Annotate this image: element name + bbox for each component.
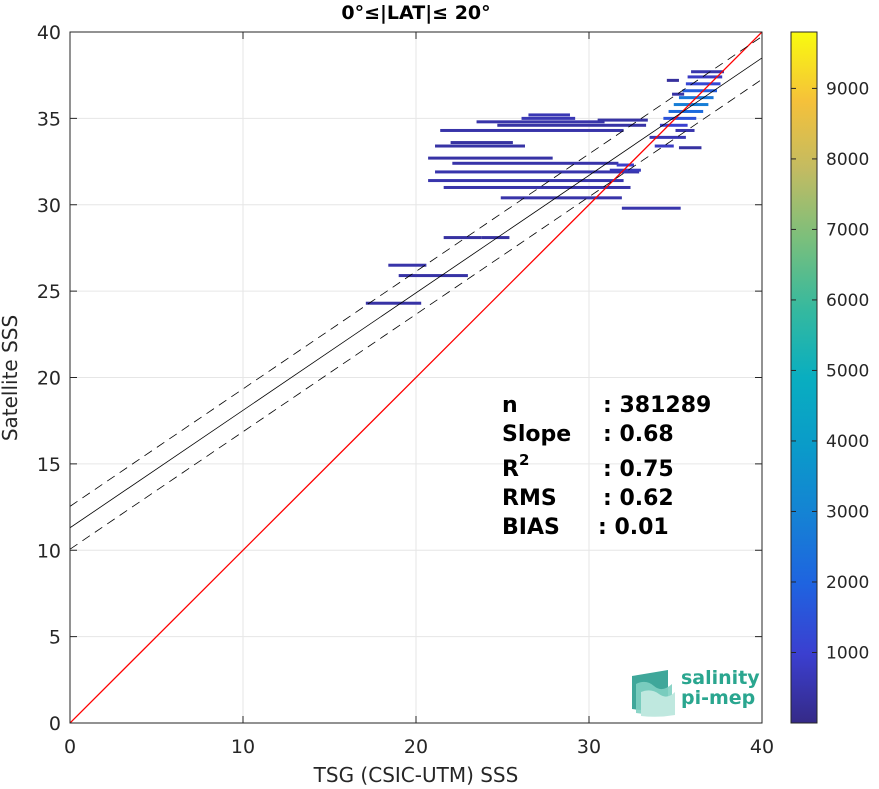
axis-ticks: 0 10 20 30 40 0 5 10 15 20 25 30 35 40	[37, 22, 774, 758]
colorbar-tick-label-4: 5000	[826, 361, 869, 381]
density-cell-0	[365, 301, 422, 305]
colorbar-ticks: 1000 2000 3000 4000 5000 6000 7000 8000 9000	[791, 79, 869, 663]
colorbar	[790, 31, 818, 724]
y-tick-label-2: 10	[37, 540, 61, 562]
stat-r2-label: R	[502, 457, 519, 482]
one-to-one-line	[70, 32, 762, 723]
density-cell-13	[450, 141, 513, 145]
stat-slope-value: : 0.68	[603, 422, 674, 447]
density-cell-25	[663, 116, 697, 120]
density-cell-17	[521, 116, 576, 120]
y-tick-label-5: 25	[37, 281, 61, 303]
density-cell-26	[668, 109, 704, 113]
density-cell-18	[528, 113, 570, 117]
y-tick-label-4: 20	[37, 368, 61, 390]
regression-upper-band	[70, 36, 762, 507]
density-cell-5	[500, 196, 622, 200]
colorbar-tick-label-7: 8000	[826, 150, 869, 170]
density-cell-8	[428, 179, 624, 183]
colorbar-tick-label-6: 7000	[826, 220, 869, 240]
stat-r2-sup: 2	[519, 451, 529, 469]
density-cell-29	[682, 89, 718, 93]
stat-n-value: : 381289	[603, 393, 711, 418]
density-cell-10	[452, 161, 619, 165]
fit-lines	[70, 32, 762, 723]
density-cell-24	[659, 123, 688, 127]
density-cell-31	[687, 75, 723, 79]
x-tick-label-4: 40	[750, 736, 774, 758]
stats-box: n : 381289 Slope : 0.68 R 2 : 0.75 RMS :…	[502, 393, 711, 540]
logo-line2: pi-mep	[681, 687, 755, 709]
density-cell-35	[675, 128, 695, 132]
density-cell-34	[666, 78, 679, 82]
y-tick-label-6: 30	[37, 195, 61, 217]
density-cell-11	[428, 156, 553, 160]
x-axis-label: TSG (CSIC-UTM) SSS	[313, 763, 519, 787]
density-cell-23	[649, 135, 686, 139]
colorbar-tick-label-1: 2000	[826, 573, 869, 593]
x-tick-label-3: 30	[577, 736, 601, 758]
x-tick-label-1: 10	[231, 736, 255, 758]
density-cell-3	[443, 236, 482, 240]
density-cell-7	[443, 185, 631, 189]
density-cell-1	[398, 274, 468, 278]
density-cell-30	[685, 82, 721, 86]
density-cell-9	[435, 170, 640, 174]
y-tick-label-7: 35	[37, 108, 61, 130]
density-cell-6	[621, 206, 681, 210]
colorbar-tick-label-8: 9000	[826, 79, 869, 99]
stat-rms-label: RMS	[502, 486, 557, 511]
regression-lower-band	[70, 79, 762, 550]
density-cell-2	[388, 263, 427, 267]
density-cell-12	[435, 144, 525, 148]
y-tick-label-3: 15	[37, 454, 61, 476]
y-axis-label: Satellite SSS	[0, 315, 22, 441]
density-cell-36	[678, 146, 702, 150]
density-cell-33	[672, 92, 685, 96]
x-tick-label-2: 20	[404, 736, 428, 758]
density-cell-20	[609, 168, 641, 172]
density-cell-4	[481, 236, 510, 240]
density-cell-32	[691, 70, 724, 74]
density-cell-14	[440, 128, 624, 132]
stat-slope-label: Slope	[502, 422, 571, 447]
density-cell-15	[497, 123, 647, 127]
y-tick-label-8: 40	[37, 22, 61, 44]
density-cell-27	[673, 103, 709, 107]
colorbar-tick-label-0: 1000	[826, 643, 869, 663]
x-tick-label-0: 0	[64, 736, 76, 758]
chart-title: 0°≤|LAT|≤ 20°	[341, 2, 490, 24]
density-cell-21	[616, 163, 634, 167]
stat-bias-value: : 0.01	[598, 515, 669, 540]
waves-icon	[632, 670, 675, 717]
density-cell-19	[597, 118, 648, 122]
density-cell-22	[654, 144, 674, 148]
density-cell-16	[476, 120, 605, 124]
stat-n-label: n	[502, 393, 518, 418]
regression-line	[70, 57, 762, 529]
colorbar-tick-label-2: 3000	[826, 502, 869, 522]
stat-rms-value: : 0.62	[603, 486, 674, 511]
colorbar-tick-label-5: 6000	[826, 291, 869, 311]
stat-bias-label: BIAS	[502, 515, 560, 540]
colorbar-tick-label-3: 4000	[826, 432, 869, 452]
logo-line1: salinity	[681, 667, 760, 689]
y-tick-label-0: 0	[49, 713, 61, 735]
salinity-pimep-logo: salinity pi-mep	[632, 667, 760, 717]
density-points	[365, 70, 724, 305]
y-tick-label-1: 5	[49, 627, 61, 649]
stat-r2-value: : 0.75	[603, 457, 674, 482]
